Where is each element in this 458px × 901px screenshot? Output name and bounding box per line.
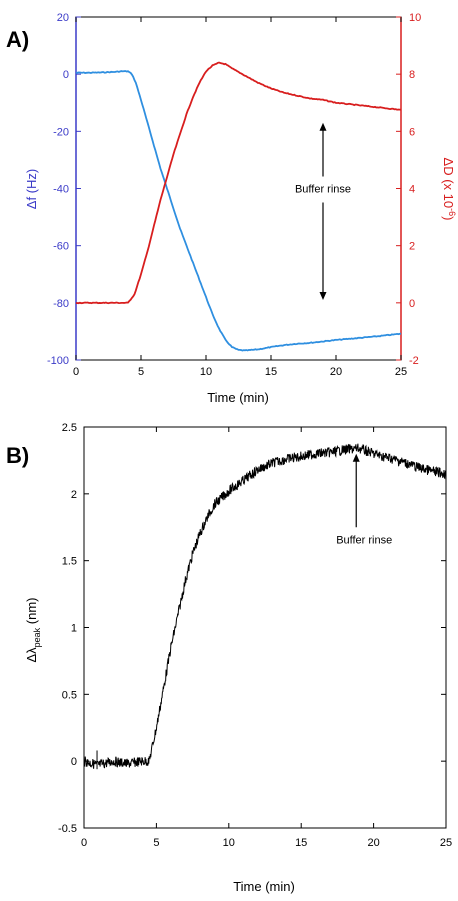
panel-a-right-axis-title-main: ΔD (x 10 <box>441 158 456 209</box>
panel-b-y-axis-title-end: (nm) <box>24 597 39 627</box>
panel-a-right-tick-label: 2 <box>409 241 415 253</box>
panel-b-y-tick-label: 0.5 <box>62 689 77 701</box>
panel-b-x-tick-label: 20 <box>367 837 379 849</box>
panel-a-x-tick-label: 15 <box>265 366 277 378</box>
panel-a-right-tick-label: -2 <box>409 355 419 367</box>
panel-a-left-tick-label: 20 <box>57 12 69 24</box>
panel-a-x-tick-label: 25 <box>395 366 407 378</box>
panel-b-y-tick-label: 0 <box>71 756 77 768</box>
panel-a-x-axis-title: Time (min) <box>207 390 269 405</box>
panel-a-right-tick-label: 0 <box>409 298 415 310</box>
panel-b-label: B) <box>6 443 29 468</box>
panel-b-annotation-text: Buffer rinse <box>336 534 392 546</box>
panel-a-left-tick-label: -100 <box>47 355 69 367</box>
panel-b-y-axis-title-sub: peak <box>32 627 42 647</box>
panel-a-x-tick-label: 20 <box>330 366 342 378</box>
panel-b-x-axis-title: Time (min) <box>233 879 295 894</box>
panel-b-y-axis-title: Δλpeak (nm) <box>24 597 42 662</box>
panel-a-left-tick-label: -40 <box>53 184 69 196</box>
panel-a-x-tick-label: 0 <box>73 366 79 378</box>
panel-b-y-tick-label: 1 <box>71 623 77 635</box>
panel-a-frequency-line <box>75 70 402 352</box>
panel-a-arrow-down-head <box>319 291 327 300</box>
panel-b-x-tick-label: 5 <box>153 837 159 849</box>
panel-b-x-tick-label: 10 <box>223 837 235 849</box>
panel-b-arrow-head <box>352 453 360 462</box>
panel-a-right-tick-label: 6 <box>409 126 415 138</box>
panel-a-dissipation-line <box>75 61 402 305</box>
panel-a-right-axis-title-exponent: -6 <box>447 208 457 216</box>
panel-a-arrow-up-head <box>319 122 327 131</box>
panel-a-annotation-text: Buffer rinse <box>295 184 351 196</box>
panel-b-wavelength-shift-line <box>83 443 447 769</box>
panel-b-x-tick-label: 15 <box>295 837 307 849</box>
panel-b-y-tick-label: 2 <box>71 489 77 501</box>
panel-a-plot-frame <box>75 16 402 361</box>
panel-a-x-tick-label: 10 <box>200 366 212 378</box>
panel-a-label: A) <box>6 27 29 52</box>
panel-b-y-tick-label: -0.5 <box>58 823 77 835</box>
panel-a-right-tick-label: 8 <box>409 69 415 81</box>
panel-a-left-tick-label: -60 <box>53 241 69 253</box>
panel-a-left-axis-title: Δf (Hz) <box>24 169 39 209</box>
panel-a-right-tick-label: 4 <box>409 184 415 196</box>
panel-a-right-axis-title-end: ) <box>441 216 456 220</box>
panel-a-left-tick-label: 0 <box>63 69 69 81</box>
panel-b-y-tick-label: 2.5 <box>62 422 77 434</box>
panel-b-plot-frame <box>83 426 447 829</box>
panel-b-y-tick-label: 1.5 <box>62 556 77 568</box>
panel-a-right-axis-title: ΔD (x 10-6) <box>441 158 457 221</box>
panel-a-x-tick-label: 5 <box>138 366 144 378</box>
panel-a: A) 0 5 10 15 20 25-100-80-60-40-20020-2024681… <box>6 12 457 405</box>
panel-b: B) 0 5 10 15 20 25 -0.5 0 0.5 1 1.5 2 2.5 Buffer rin… <box>6 422 452 894</box>
panel-a-left-tick-label: -80 <box>53 298 69 310</box>
panel-b-x-tick-label: 0 <box>81 837 87 849</box>
panel-b-y-axis-title-main: Δλ <box>24 647 39 663</box>
panel-a-right-tick-label: 10 <box>409 12 421 24</box>
panel-a-left-tick-label: -20 <box>53 126 69 138</box>
panel-b-x-tick-label: 25 <box>440 837 452 849</box>
